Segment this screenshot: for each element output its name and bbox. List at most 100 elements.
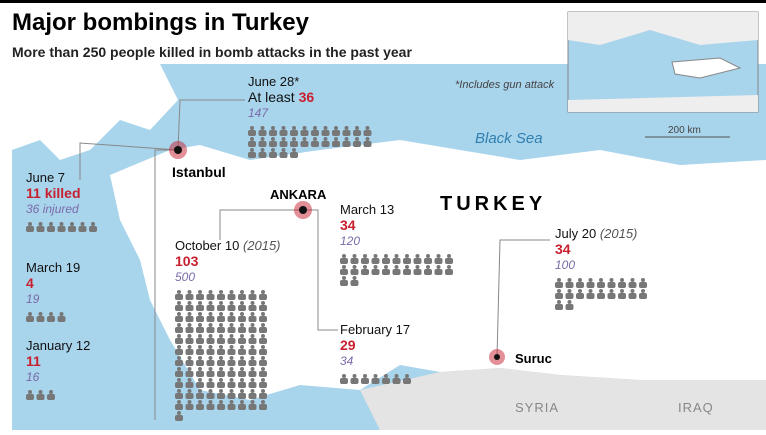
person-head [177,400,181,404]
person-body [248,371,257,377]
person-head [588,289,593,293]
inset-turkey [671,57,742,79]
person-body [576,282,584,288]
person-body [259,294,267,300]
person-head [630,289,635,293]
person-head [344,137,349,141]
person-head [342,265,346,269]
person-head [229,389,234,393]
person-body [269,152,277,158]
person-body [238,404,246,410]
people-icons [26,312,66,322]
person-body [238,305,246,311]
killed-count: 34 [555,241,571,257]
person-body [175,393,183,399]
person-head [620,278,624,282]
city-label: ANKARA [270,187,327,202]
blast-marker [174,146,182,154]
person-body [248,338,257,344]
person-head [426,265,430,269]
person-body [206,327,215,333]
person-body [185,349,194,355]
person-body [185,371,194,377]
person-head [219,323,223,327]
person-body [196,360,204,366]
person-body [311,130,319,136]
person-body [227,360,236,366]
person-body [196,338,204,344]
person-head [557,300,561,304]
person-head [250,137,254,141]
person-body [332,141,340,147]
person-body [259,393,267,399]
person-head [250,378,255,382]
person-head [49,390,53,394]
person-head [208,345,213,349]
person-head [250,400,255,404]
person-head [599,278,603,282]
person-head [59,222,64,226]
person-body [565,282,574,288]
person-body [36,394,45,400]
person-body [196,327,204,333]
person-body [269,141,277,147]
person-body [350,378,359,384]
killed-value: 11 [26,353,41,369]
injured-count: 120 [340,234,360,248]
person-head [187,389,192,393]
person-body [565,304,574,310]
person-body [185,338,194,344]
person-head [229,356,234,360]
person-body [238,360,246,366]
person-body [217,338,225,344]
person-body [238,382,246,388]
person-body [227,327,236,333]
person-head [208,356,213,360]
person-head [28,312,32,316]
person-head [208,378,213,382]
person-body [217,393,225,399]
person-head [302,126,307,130]
person-head [323,126,328,130]
person-head [415,254,420,258]
person-head [240,290,244,294]
person-head [198,400,202,404]
person-head [187,323,192,327]
person-body [175,382,183,388]
person-body [206,393,215,399]
event-date: March 13 [340,202,394,217]
person-body [434,269,443,275]
person-body [259,360,267,366]
top-rule [0,0,766,3]
person-head [38,222,43,226]
person-head [447,265,451,269]
neighbor-label: SYRIA [515,400,559,415]
person-head [373,265,378,269]
person-head [198,345,202,349]
person-head [240,312,244,316]
person-head [177,367,181,371]
person-body [618,282,626,288]
person-head [261,389,265,393]
person-body [342,141,351,147]
person-body [279,152,288,158]
person-head [250,356,255,360]
person-body [597,282,605,288]
person-head [292,148,296,152]
injured-value: 120 [340,234,360,248]
person-body [238,349,246,355]
person-body [206,404,215,410]
person-body [248,152,256,158]
person-body [227,371,236,377]
person-head [363,374,367,378]
person-body [175,349,183,355]
injured-value: 500 [175,270,195,284]
person-body [47,316,55,322]
person-body [586,282,595,288]
person-head [198,312,202,316]
person-body [238,393,246,399]
person-head [219,389,223,393]
injured-count: 147 [248,106,269,120]
person-body [196,316,204,322]
person-head [177,290,181,294]
